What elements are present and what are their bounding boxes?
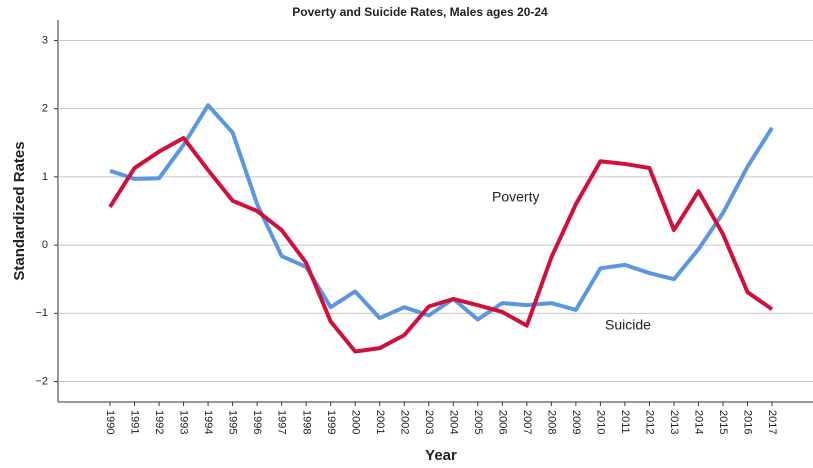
x-tick-label: 2007 — [521, 410, 533, 434]
y-tick-label: 2 — [42, 103, 48, 115]
y-tick-label: 1 — [42, 171, 48, 183]
x-tick-label: 1997 — [276, 410, 288, 434]
series-label: Suicide — [605, 317, 651, 333]
x-tick-label: 2016 — [742, 410, 754, 434]
x-tick-label: 2005 — [472, 410, 484, 434]
x-tick-label: 2013 — [668, 410, 680, 434]
x-axis-title: Year — [425, 447, 457, 464]
x-tick-label: 2010 — [594, 410, 606, 434]
x-tick-label: 1990 — [104, 410, 116, 434]
x-tick-label: 2014 — [693, 410, 705, 434]
x-tick-label: 2017 — [766, 410, 778, 434]
x-tick-label: 1992 — [153, 410, 165, 434]
data-line — [109, 103, 774, 322]
x-tick-label: 1993 — [178, 410, 190, 434]
x-tick-label: 1999 — [325, 410, 337, 434]
x-tick-label: 2009 — [570, 410, 582, 434]
chart-title: Poverty and Suicide Rates, Males ages 20… — [292, 5, 548, 19]
x-tick-label: 2001 — [374, 410, 386, 434]
data-line — [108, 136, 774, 354]
x-tick-label: 2004 — [447, 410, 459, 434]
x-tick-label: 1998 — [300, 410, 312, 434]
x-tick-label: 2002 — [398, 410, 410, 434]
y-tick-label: −2 — [35, 375, 48, 387]
x-tick-label: 2006 — [496, 410, 508, 434]
x-tick-label: 2008 — [545, 410, 557, 434]
x-tick-label: 1991 — [129, 410, 141, 434]
x-tick-label: 2000 — [349, 410, 361, 434]
y-tick-label: −1 — [35, 307, 48, 319]
x-tick-label: 2012 — [644, 410, 656, 434]
series-label: Poverty — [492, 189, 539, 205]
x-tick-label: 1994 — [202, 410, 214, 434]
x-tick-label: 1996 — [251, 410, 263, 434]
y-tick-label: 3 — [42, 34, 48, 46]
y-axis-title: Standardized Rates — [11, 141, 28, 280]
y-tick-label: 0 — [42, 239, 48, 251]
x-tick-label: 1995 — [227, 410, 239, 434]
x-tick-label: 2011 — [619, 410, 631, 434]
x-tick-label: 2003 — [423, 410, 435, 434]
x-tick-label: 2015 — [717, 410, 729, 434]
